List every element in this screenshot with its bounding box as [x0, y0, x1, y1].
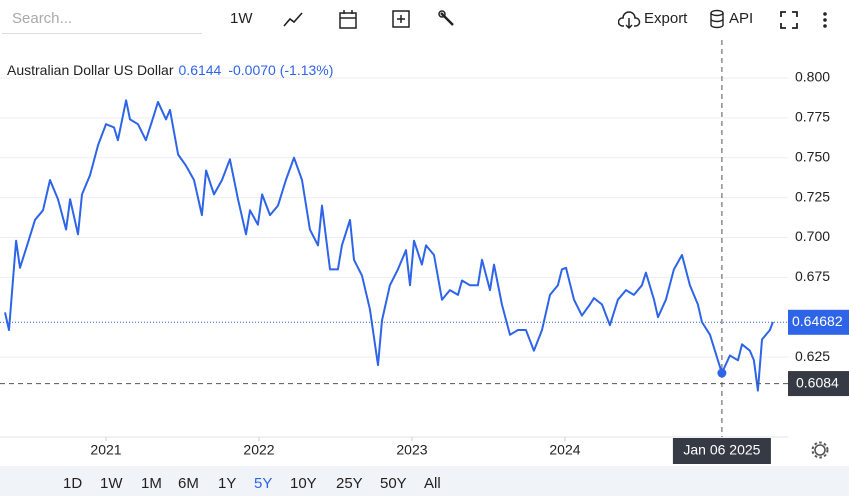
range-button[interactable]: All: [424, 475, 441, 492]
api-icon[interactable]: [708, 9, 726, 31]
x-tick-label: 2024: [549, 442, 580, 458]
more-icon[interactable]: [818, 10, 832, 30]
chart-type-icon[interactable]: [282, 10, 304, 30]
range-button[interactable]: 5Y: [254, 475, 273, 492]
fullscreen-icon[interactable]: [779, 10, 799, 30]
y-tick-label: 0.775: [795, 109, 830, 125]
y-tick-label: 0.725: [795, 188, 830, 204]
crosshair-y-label: 0.6084: [796, 374, 839, 390]
range-bar: 1D 1W 1M 6M 1Y 5Y 10Y 25Y 50Y All: [0, 466, 849, 496]
last-value-label: 0.64682: [792, 313, 843, 329]
legend: Australian Dollar US Dollar 0.6144 -0.0070…: [7, 62, 333, 78]
range-button[interactable]: 1M: [141, 475, 162, 492]
range-button[interactable]: 6M: [178, 475, 199, 492]
y-tick-label: 0.625: [795, 348, 830, 364]
settings-icon[interactable]: [811, 441, 829, 459]
x-tick-label: 2021: [90, 442, 121, 458]
price-line: [4, 99, 774, 392]
api-button[interactable]: API: [729, 10, 754, 27]
tools-icon[interactable]: [437, 9, 459, 31]
range-button[interactable]: 25Y: [336, 475, 363, 492]
range-button[interactable]: 50Y: [380, 475, 407, 492]
interval-button[interactable]: 1W: [230, 10, 253, 27]
crosshair-x-box: [672, 438, 771, 464]
range-button[interactable]: 1W: [100, 475, 123, 492]
range-button[interactable]: 10Y: [290, 475, 317, 492]
search-box[interactable]: Search...: [2, 4, 202, 34]
legend-change: -0.0070 (-1.13%): [228, 62, 333, 78]
export-icon[interactable]: [618, 10, 642, 30]
x-tick-label: 2023: [396, 442, 427, 458]
legend-name: Australian Dollar US Dollar: [7, 62, 174, 78]
y-tick-label: 0.750: [795, 148, 830, 164]
range-button[interactable]: 1Y: [218, 475, 237, 492]
legend-price: 0.6144: [179, 62, 222, 78]
range-button[interactable]: 1D: [63, 475, 83, 492]
chart: Australian Dollar US Dollar 0.6144 -0.0070…: [0, 40, 849, 464]
add-indicator-icon[interactable]: [391, 9, 413, 31]
last-value-box: [788, 309, 849, 335]
calendar-icon[interactable]: [338, 9, 360, 31]
y-tick-label: 0.700: [795, 228, 830, 244]
crosshair-y-box: [788, 371, 849, 397]
crosshair-dot: [717, 368, 727, 378]
y-tick-label: 0.800: [795, 69, 830, 85]
x-tick-label: 2022: [243, 442, 274, 458]
crosshair-x-label: Jan 06 2025: [683, 442, 760, 458]
export-button[interactable]: Export: [644, 10, 688, 27]
y-tick-label: 0.675: [795, 268, 830, 284]
